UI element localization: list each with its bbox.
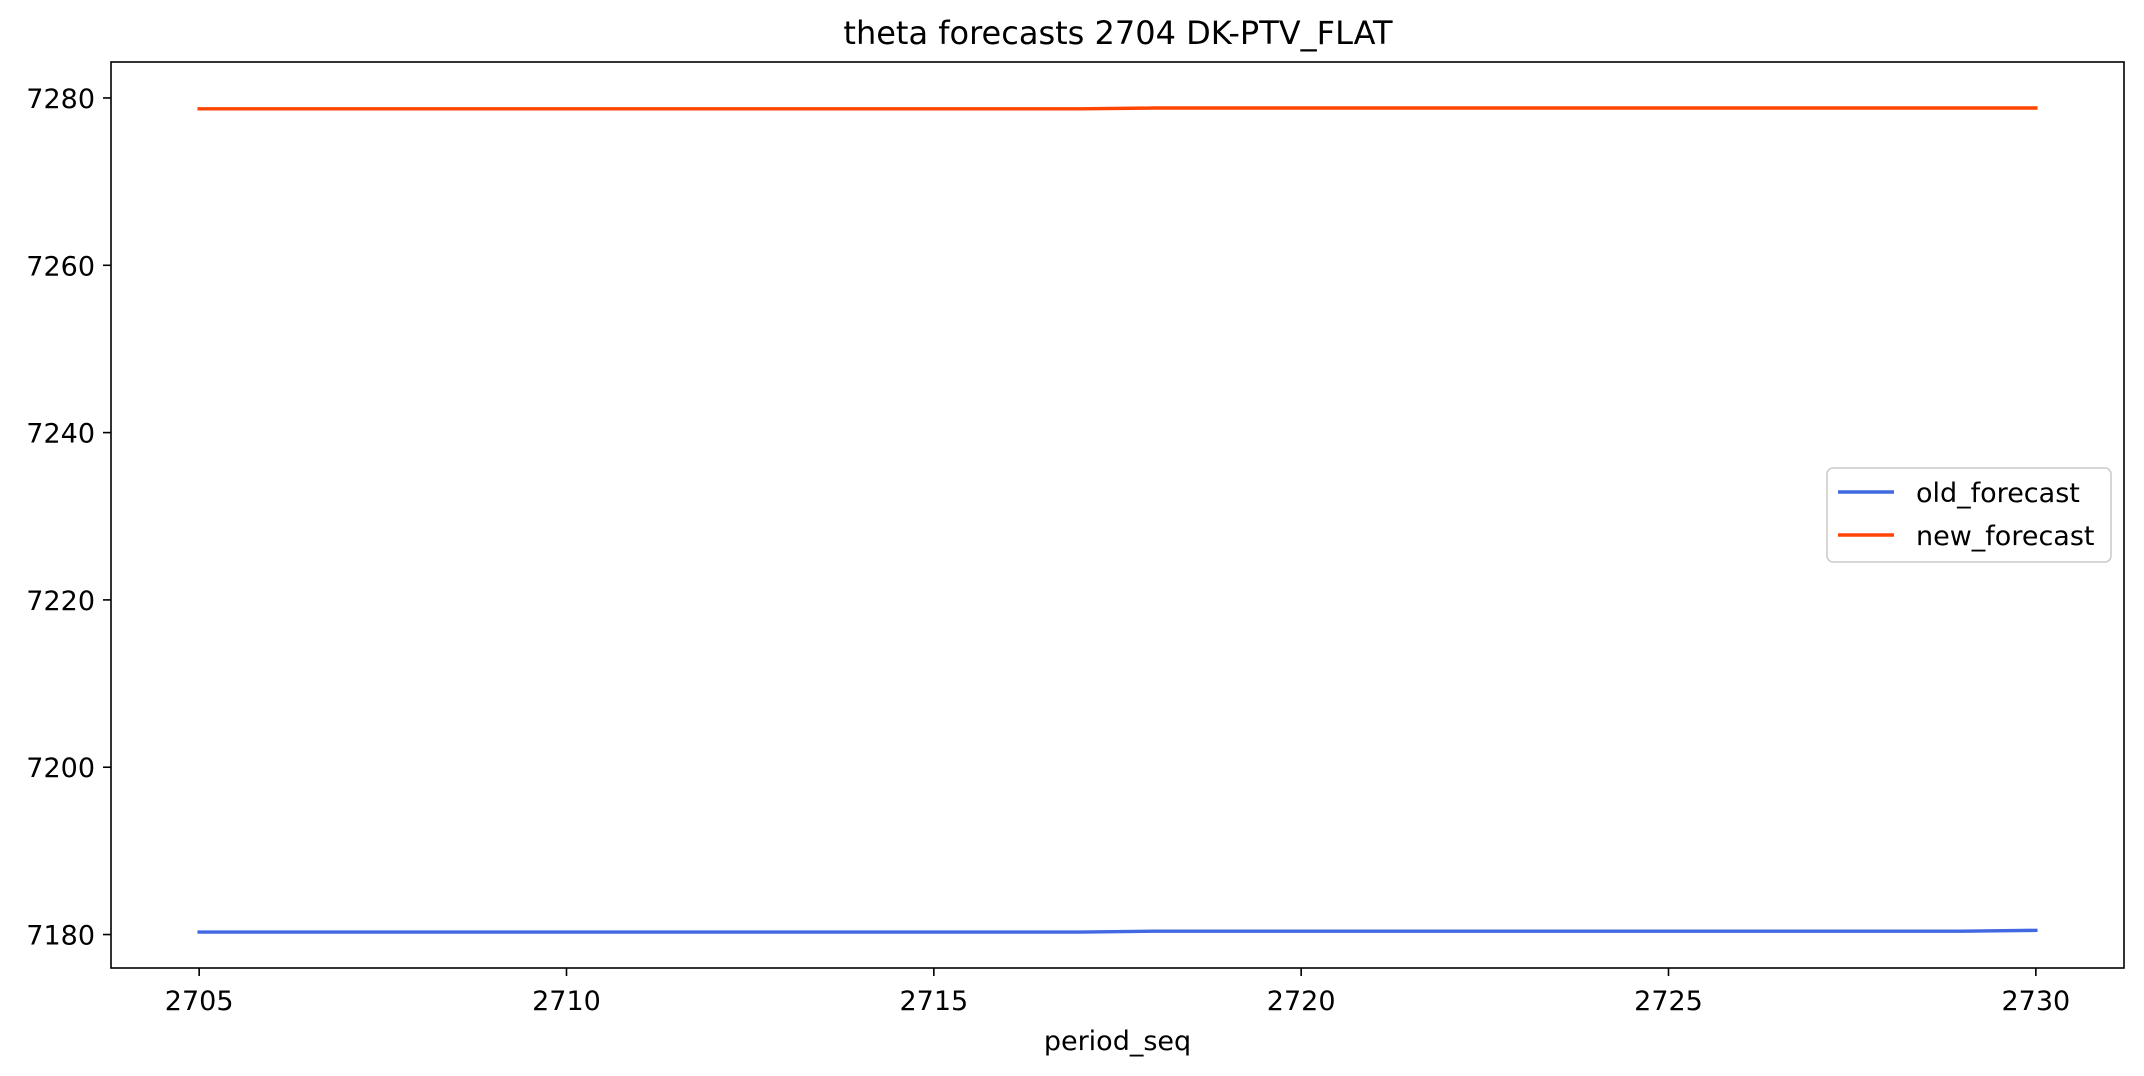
y-tick-label: 7260 xyxy=(26,251,95,282)
x-axis-label: period_seq xyxy=(1044,1026,1191,1057)
chart-title: theta forecasts 2704 DK-PTV_FLAT xyxy=(843,14,1393,52)
x-tick-label: 2725 xyxy=(1634,986,1703,1017)
y-tick-label: 7180 xyxy=(26,921,95,952)
x-tick-label: 2705 xyxy=(165,986,234,1017)
series-line-old-forecast xyxy=(197,928,2038,934)
x-axis: 2705 2710 2715 2720 2725 2730 xyxy=(165,968,2070,1017)
legend: old_forecast new_forecast xyxy=(1826,467,2112,563)
series-layer xyxy=(197,106,2038,934)
y-tick-label: 7280 xyxy=(26,84,95,115)
y-axis: 7180 7200 7220 7240 7260 7280 xyxy=(26,84,111,952)
legend-label: old_forecast xyxy=(1916,478,2080,509)
legend-label: new_forecast xyxy=(1916,521,2095,552)
y-tick-label: 7220 xyxy=(26,586,95,617)
y-tick-label: 7200 xyxy=(26,753,95,784)
x-tick-label: 2710 xyxy=(532,986,601,1017)
legend-box xyxy=(1826,467,2112,563)
series-line-new-forecast xyxy=(197,106,2038,111)
x-tick-label: 2715 xyxy=(899,986,968,1017)
x-tick-label: 2730 xyxy=(2001,986,2070,1017)
y-tick-label: 7240 xyxy=(26,419,95,450)
x-tick-label: 2720 xyxy=(1267,986,1336,1017)
axes-frame xyxy=(110,61,2125,969)
